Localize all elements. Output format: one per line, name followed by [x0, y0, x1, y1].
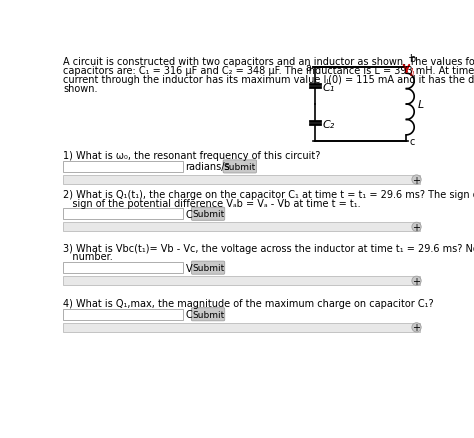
Text: C: C: [186, 209, 192, 219]
Text: L: L: [417, 100, 424, 110]
Bar: [63, 162, 183, 173]
Text: number.: number.: [63, 252, 113, 262]
Circle shape: [412, 323, 421, 332]
Circle shape: [412, 176, 421, 185]
Text: shown.: shown.: [63, 84, 98, 94]
Circle shape: [412, 223, 421, 232]
Text: Submit: Submit: [224, 162, 256, 172]
Text: b: b: [409, 54, 415, 64]
FancyBboxPatch shape: [191, 308, 225, 321]
Bar: [63, 176, 419, 185]
Text: current through the inductor has its maximum value Iₗ(0) = 115 mA and it has the: current through the inductor has its max…: [63, 75, 474, 85]
Bar: [63, 323, 419, 332]
Text: C₂: C₂: [323, 120, 335, 130]
Text: +: +: [412, 323, 420, 332]
Text: a: a: [305, 63, 311, 73]
Bar: [63, 209, 183, 219]
Text: 2) What is Q₁(t₁), the charge on the capacitor C₁ at time t = t₁ = 29.6 ms? The : 2) What is Q₁(t₁), the charge on the cap…: [63, 189, 474, 199]
Circle shape: [412, 276, 421, 286]
Text: +: +: [412, 223, 420, 232]
Bar: [63, 309, 183, 320]
Text: A circuit is constructed with two capacitors and an inductor as shown. The value: A circuit is constructed with two capaci…: [63, 57, 474, 67]
Text: 3) What is Vbc(t₁)= Vb - Vc, the voltage across the inductor at time t₁ = 29.6 m: 3) What is Vbc(t₁)= Vb - Vc, the voltage…: [63, 243, 474, 253]
FancyBboxPatch shape: [223, 160, 256, 173]
Bar: [63, 276, 419, 286]
Text: sign of the potential difference Vₐb = Vₐ - Vb at time t = t₁.: sign of the potential difference Vₐb = V…: [63, 198, 361, 208]
Text: Submit: Submit: [192, 210, 224, 219]
Text: capacitors are: C₁ = 316 μF and C₂ = 348 μF. The inductance is L = 393 mH. At ti: capacitors are: C₁ = 316 μF and C₂ = 348…: [63, 66, 474, 76]
Text: Iₗ: Iₗ: [410, 67, 415, 78]
FancyBboxPatch shape: [191, 261, 225, 275]
Text: +: +: [412, 276, 420, 286]
Text: V: V: [186, 263, 192, 273]
Text: C: C: [186, 310, 192, 319]
FancyBboxPatch shape: [191, 208, 225, 221]
Text: radians/s: radians/s: [186, 162, 230, 172]
Bar: [63, 263, 183, 273]
Text: C₁: C₁: [323, 83, 335, 93]
Bar: [63, 223, 419, 232]
Text: c: c: [410, 137, 415, 147]
Text: Submit: Submit: [192, 310, 224, 319]
Text: 1) What is ω₀, the resonant frequency of this circuit?: 1) What is ω₀, the resonant frequency of…: [63, 151, 320, 161]
Text: Submit: Submit: [192, 264, 224, 272]
Text: 4) What is Q₁,max, the magnitude of the maximum charge on capacitor C₁?: 4) What is Q₁,max, the magnitude of the …: [63, 298, 434, 308]
Text: +: +: [412, 175, 420, 185]
